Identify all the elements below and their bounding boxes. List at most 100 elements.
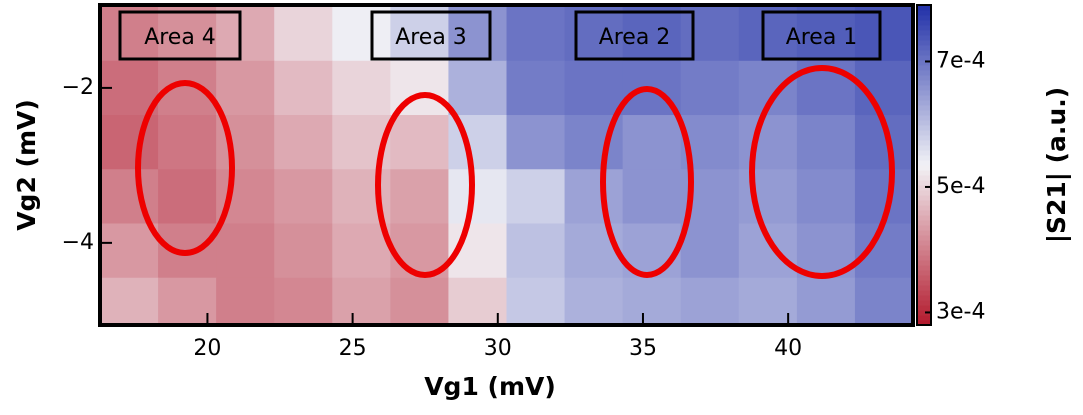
colorbar-segment — [917, 25, 931, 31]
colorbar-segment — [917, 10, 931, 16]
heatmap-cell — [506, 60, 566, 116]
heatmap-cell — [854, 277, 913, 325]
heatmap-cell — [274, 6, 333, 62]
heatmap-cell — [216, 223, 275, 279]
heatmap-cell — [390, 169, 449, 224]
colorbar-segment — [917, 255, 931, 261]
colorbar-segment — [917, 280, 931, 286]
heatmap-cell — [796, 169, 856, 224]
heatmap-cell — [622, 6, 682, 62]
heatmap-cell — [100, 223, 159, 279]
y-axis-label: Vg2 (mV) — [12, 99, 41, 231]
heatmap-cell — [622, 277, 682, 325]
annotation-label: Area 1 — [786, 25, 858, 50]
colorbar-segment — [917, 205, 931, 211]
heatmap-cell — [564, 223, 624, 279]
plot-frame — [98, 3, 915, 327]
heatmap-cell — [506, 169, 566, 224]
colorbar-segment — [917, 125, 931, 131]
heatmap-cell — [332, 60, 391, 116]
colorbar-segment — [917, 275, 931, 281]
colorbar-segment — [917, 285, 931, 291]
colorbar-segment — [917, 245, 931, 251]
heatmap-cell — [738, 115, 798, 170]
heatmap-cell — [796, 6, 856, 62]
colorbar-segment — [917, 80, 931, 86]
heatmap-cell — [274, 277, 333, 325]
colorbar-segment — [917, 170, 931, 176]
colorbar-segment — [917, 150, 931, 156]
highlight-ellipse — [600, 86, 694, 278]
colorbar-segment — [917, 175, 931, 181]
heatmap-cell — [796, 277, 856, 325]
colorbar-segment — [917, 65, 931, 71]
annotation-box — [118, 10, 242, 61]
overlay: Area 4 Area 3 Area 2 Area 1 20 25 30 35 40 −2 −4 7e… — [62, 3, 985, 361]
colorbar-tick-label: 3e-4 — [936, 299, 985, 324]
annotation-box — [370, 10, 492, 61]
heatmap-cell — [738, 223, 798, 279]
heatmap-cell — [622, 115, 682, 170]
colorbar-segment — [917, 265, 931, 271]
colorbar-frame — [916, 4, 932, 326]
heatmap-cell — [738, 6, 798, 62]
colorbar-segment — [917, 305, 931, 311]
colorbar-segment — [917, 130, 931, 136]
annotation-box — [761, 10, 882, 61]
heatmap-cell — [274, 223, 333, 279]
heatmap-cell — [854, 223, 913, 279]
annotation-label: Area 3 — [395, 25, 467, 50]
heatmap-cell — [158, 6, 217, 62]
colorbar-segment — [917, 270, 931, 276]
heatmap-cell — [216, 6, 275, 62]
heatmap-cell — [564, 60, 624, 116]
heatmap-cell — [680, 277, 740, 325]
heatmap-cell — [622, 169, 682, 224]
heatmap-cell — [332, 223, 391, 279]
colorbar-segment — [917, 225, 931, 231]
heatmap-cell — [100, 277, 159, 325]
colorbar-segment — [917, 310, 931, 316]
heatmap-cell — [680, 223, 740, 279]
colorbar-segment — [917, 90, 931, 96]
colorbar-segment — [917, 155, 931, 161]
colorbar-segment — [917, 290, 931, 296]
x-axis-label: Vg1 (mV) — [424, 372, 556, 401]
colorbar-segment — [917, 190, 931, 196]
colorbar-segment — [917, 140, 931, 146]
colorbar-segment — [917, 320, 931, 326]
colorbar-segment — [917, 35, 931, 41]
heatmap-cell — [448, 169, 507, 224]
heatmap-cell — [564, 169, 624, 224]
colorbar-segment — [917, 70, 931, 76]
heatmap — [100, 6, 913, 325]
heatmap-cell — [332, 6, 391, 62]
x-tick-label: 35 — [629, 336, 657, 361]
x-tick-label: 30 — [484, 336, 512, 361]
colorbar-segment — [917, 215, 931, 221]
heatmap-cell — [680, 60, 740, 116]
heatmap-cell — [100, 115, 159, 170]
heatmap-cell — [738, 169, 798, 224]
heatmap-cell — [796, 115, 856, 170]
heatmap-cell — [506, 6, 566, 62]
colorbar-segment — [917, 240, 931, 246]
annotation-box — [574, 10, 695, 61]
colorbar-segment — [917, 115, 931, 121]
colorbar-segment — [917, 230, 931, 236]
annotation-label: Area 2 — [599, 25, 671, 50]
heatmap-cell — [274, 60, 333, 116]
heatmap-cell — [274, 115, 333, 170]
colorbar-segment — [917, 60, 931, 66]
heatmap-cell — [448, 60, 507, 116]
colorbar-segment — [917, 260, 931, 266]
heatmap-cell — [390, 6, 449, 62]
colorbar-segment — [917, 295, 931, 301]
y-tick-label: −2 — [62, 75, 94, 100]
heatmap-cell — [506, 223, 566, 279]
colorbar-segment — [917, 220, 931, 226]
heatmap-cell — [100, 6, 159, 62]
colorbar-segment — [917, 185, 931, 191]
annotation-label: Area 4 — [144, 25, 216, 50]
heatmap-cell — [274, 169, 333, 224]
